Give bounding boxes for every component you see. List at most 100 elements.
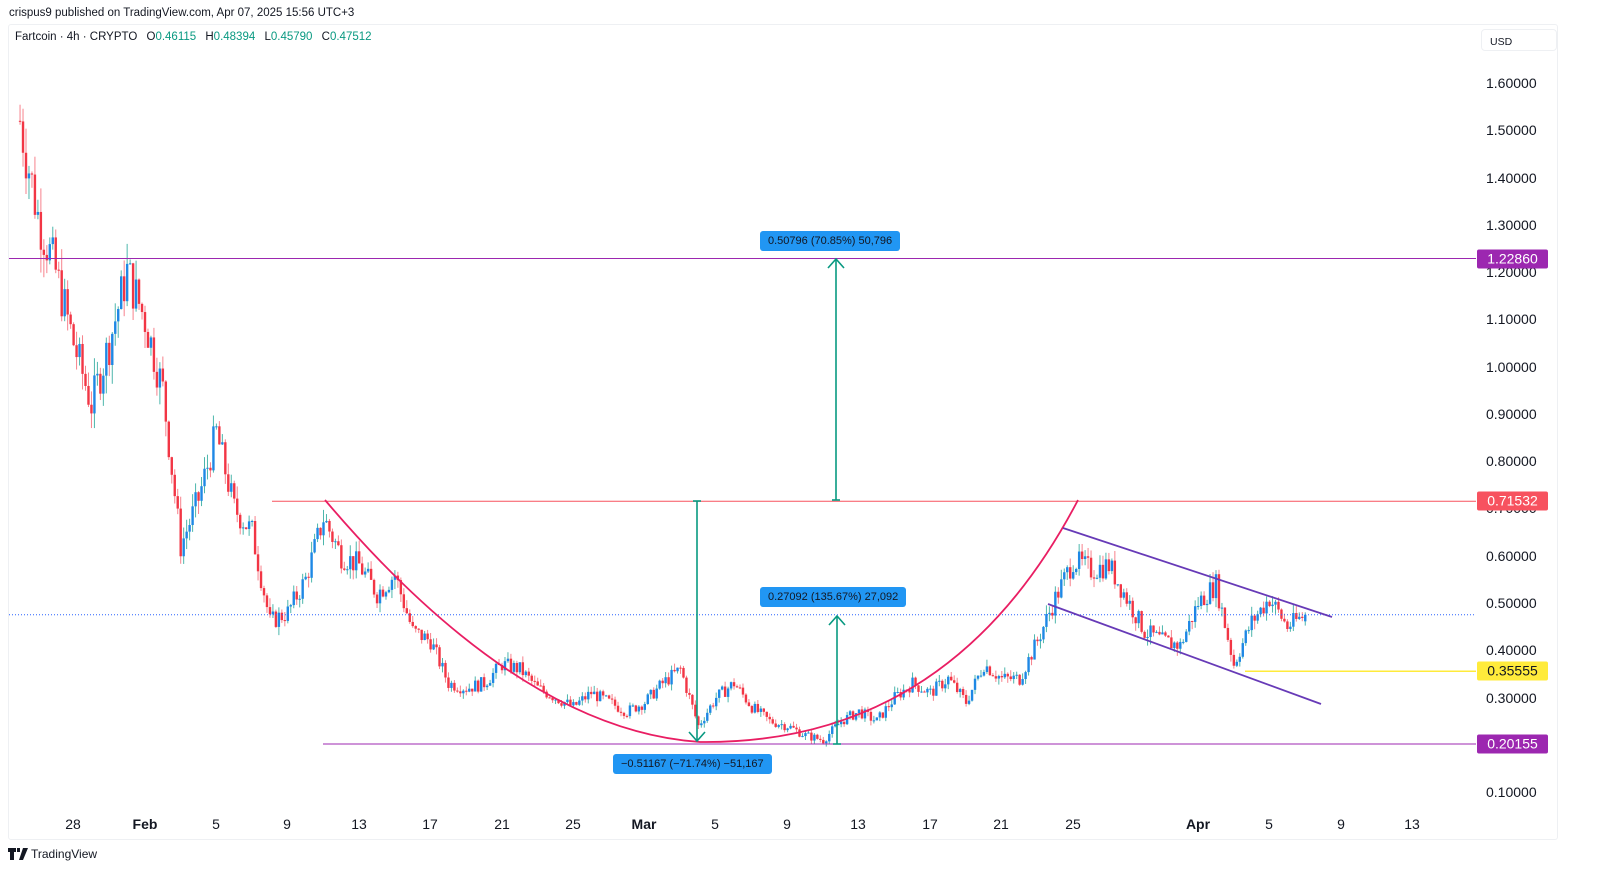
candle-body (896, 691, 899, 693)
close-value: 0.47512 (329, 31, 372, 43)
candle-body (596, 691, 599, 702)
candle-body (723, 686, 727, 697)
candle-body (494, 663, 498, 673)
measure-label-drop[interactable]: −0.51167 (−71.74%) −51,167 (613, 754, 772, 774)
candle-body (700, 723, 703, 726)
candle-body (474, 680, 477, 692)
candle-body (783, 724, 786, 731)
candle-body (1283, 618, 1286, 622)
candle-body (515, 662, 519, 673)
candle-body (256, 554, 260, 572)
candle-body (521, 662, 525, 676)
candle-body (587, 691, 590, 700)
candle-body (450, 682, 453, 688)
candle-body (1173, 642, 1176, 649)
candle-body (346, 569, 349, 571)
candle-body (1030, 657, 1033, 660)
candle-body (869, 711, 873, 721)
time-tick: 13 (351, 816, 367, 832)
cup-curve[interactable] (324, 499, 1079, 743)
candle-body (530, 675, 533, 681)
candle-body (831, 726, 834, 734)
candle-body (929, 688, 932, 690)
candle-body (468, 688, 471, 692)
target-price-label: 1.22860 (1477, 249, 1548, 269)
candle-body (1092, 577, 1096, 579)
candle-body (857, 709, 861, 714)
candle-body (717, 689, 721, 698)
candle-body (1289, 626, 1292, 629)
candle-body (738, 687, 742, 689)
candle-body (771, 719, 774, 724)
candle-body (1202, 595, 1206, 606)
candle-body (712, 705, 715, 707)
price-tick: 1.50000 (1486, 122, 1537, 139)
chart-frame[interactable] (8, 24, 1558, 840)
candle-body (765, 711, 768, 717)
symbol-title[interactable]: Fartcoin · 4h · CRYPTO (15, 31, 138, 43)
candle-body (982, 671, 986, 676)
measure-label-bounce[interactable]: 0.27092 (135.67%) 27,092 (760, 587, 907, 607)
candle-body (218, 426, 221, 445)
time-tick: 25 (565, 816, 581, 832)
candle-body (1072, 572, 1075, 579)
candle-body (1304, 614, 1307, 622)
candle-body (887, 706, 890, 708)
candle-body (349, 556, 352, 570)
time-tick: 25 (1065, 816, 1081, 832)
high-value: 0.48394 (213, 31, 256, 43)
candle-body (444, 662, 447, 678)
candle-body (1018, 674, 1021, 685)
candle-body (813, 734, 816, 741)
candle-body (578, 700, 581, 705)
candle-body (1048, 612, 1051, 615)
candle-body (87, 385, 90, 405)
currency-button[interactable]: USD (1481, 29, 1557, 51)
candle-body (625, 715, 629, 717)
candle-body (453, 682, 456, 691)
price-tick: 1.40000 (1486, 169, 1537, 186)
channel-lower-line[interactable] (1047, 603, 1322, 705)
candle-body (1298, 616, 1301, 619)
candle-body (682, 667, 685, 678)
candle-body (423, 633, 426, 641)
symbol-legend: Fartcoin · 4h · CRYPTO O0.46115 H0.48394… (15, 31, 372, 43)
candle-body (1176, 642, 1179, 649)
candle-body (420, 629, 423, 641)
candle-body (1247, 630, 1250, 632)
candle-body (1131, 600, 1134, 618)
candle-body (590, 691, 593, 695)
candle-body (227, 474, 230, 492)
candle-body (81, 343, 84, 374)
candle-body (732, 682, 736, 687)
candle-body (1182, 641, 1185, 643)
candle-body (280, 612, 284, 621)
candle-body (715, 697, 718, 707)
candle-body (459, 691, 462, 694)
channel-upper-line[interactable] (1062, 527, 1333, 618)
candle-body (1069, 567, 1072, 579)
candle-body (456, 690, 459, 692)
measure-label-target[interactable]: 0.50796 (70.85%) 50,796 (760, 231, 901, 251)
candle-body (985, 666, 989, 672)
candle-body (729, 682, 733, 689)
candle-body (120, 276, 123, 310)
tradingview-logo[interactable]: TradingView (8, 847, 97, 861)
candle-body (619, 711, 623, 713)
candle-body (932, 688, 935, 696)
candle-body (652, 689, 655, 699)
candle-body (1259, 607, 1262, 615)
candle-body (834, 724, 837, 727)
candle-body (1286, 621, 1289, 629)
candle-body (1089, 557, 1093, 578)
candle-body (122, 276, 126, 302)
candle-body (1012, 675, 1015, 680)
candle-body (182, 538, 185, 557)
candle-body (274, 611, 278, 627)
candle-body (289, 605, 292, 607)
candle-body (301, 579, 304, 599)
candle-body (1143, 631, 1146, 638)
candle-body (1149, 625, 1152, 638)
candle-body (134, 279, 138, 309)
